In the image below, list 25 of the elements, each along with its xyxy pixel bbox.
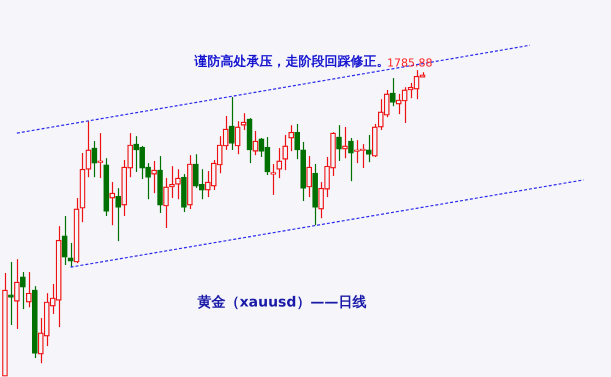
candlestick <box>26 271 32 308</box>
candlestick <box>348 137 354 182</box>
candlestick <box>20 271 26 310</box>
candlestick <box>336 124 342 162</box>
candlestick <box>228 96 234 151</box>
annotation: 1785.88 <box>387 56 433 70</box>
candlestick <box>288 124 294 152</box>
candlestick <box>163 177 169 229</box>
candlestick <box>234 120 240 155</box>
candlestick <box>390 77 396 107</box>
candlestick <box>282 134 288 171</box>
annotation: 黄金（xauusd）——日线 <box>196 294 366 311</box>
candlestick <box>62 215 68 266</box>
candlestick <box>240 112 246 131</box>
candlestick <box>276 148 282 179</box>
candlestick <box>8 261 14 326</box>
candlestick <box>109 181 116 226</box>
candlestick <box>366 134 372 163</box>
candlestick <box>14 258 20 330</box>
candlestick <box>306 155 312 198</box>
chart-title: 谨防高处承压，走阶段回踩修正。 <box>194 53 390 70</box>
candlestick <box>252 130 258 156</box>
candlestick <box>115 188 122 242</box>
candlestick <box>92 140 98 178</box>
candlestick <box>294 123 300 160</box>
